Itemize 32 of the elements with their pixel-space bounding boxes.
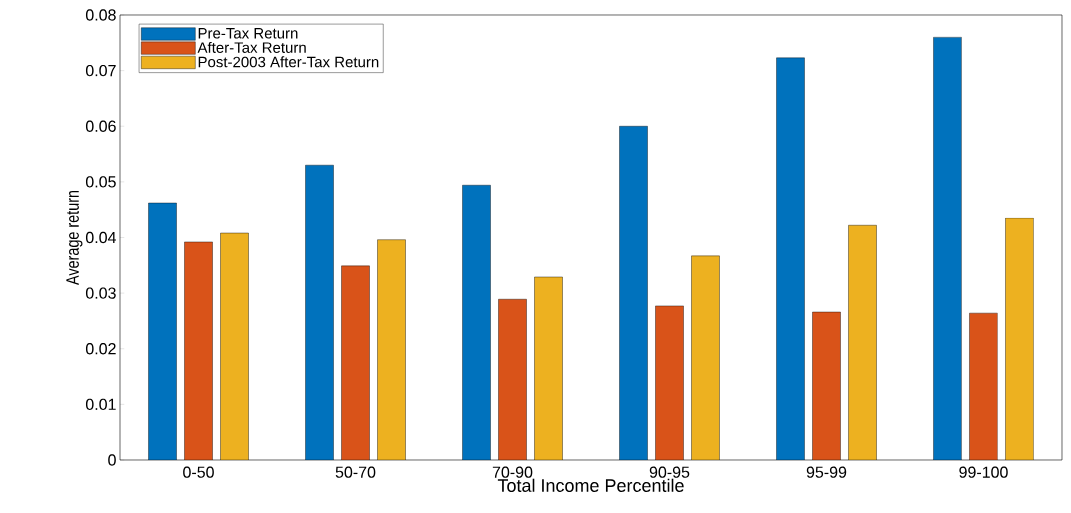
bar [148,202,177,460]
x-tick-label: 70-90 [492,466,533,478]
bar [619,126,648,460]
x-axis-title: Total Income Percentile [497,478,684,492]
bar [462,185,491,460]
bar [184,241,213,460]
bar [498,299,527,460]
bar [305,164,334,460]
y-tick-label: 0.06 [85,120,116,132]
y-tick-label: 0.08 [85,9,116,21]
y-tick-label: 0.02 [85,343,116,355]
x-tick-label: 0-50 [183,466,214,478]
x-tick-label: 95-99 [806,466,847,478]
legend-label: Pre-Tax Return [198,28,298,39]
y-tick-label: 0.04 [85,231,116,244]
bar [812,311,841,460]
y-tick-label: 0.05 [85,176,116,188]
bar [776,57,805,460]
bar [655,305,684,460]
bar [969,312,998,460]
x-tick-label: 50-70 [335,466,376,478]
y-tick-label: 0.01 [85,398,116,411]
bar [933,37,962,460]
y-tick-label: 0.07 [85,64,116,77]
y-tick-label: 0 [108,454,116,466]
y-axis-title: Average return [66,190,83,285]
bar [341,265,370,460]
legend-label: After-Tax Return [197,41,306,53]
x-tick-label: 90-95 [649,466,690,478]
y-tick-label: 0.03 [85,287,116,299]
x-tick-label: 99-100 [959,466,1008,478]
legend-label: Post-2003 After-Tax Return [198,56,379,68]
